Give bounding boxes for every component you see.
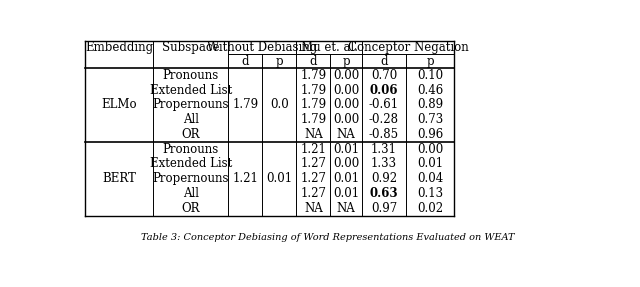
Text: 0.00: 0.00 xyxy=(333,84,359,97)
Text: 0.01: 0.01 xyxy=(333,187,359,200)
Text: 1.27: 1.27 xyxy=(300,158,326,170)
Text: 0.00: 0.00 xyxy=(333,98,359,111)
Text: Subspace: Subspace xyxy=(162,41,220,54)
Text: 1.27: 1.27 xyxy=(300,187,326,200)
Text: All: All xyxy=(182,113,198,126)
Text: 0.97: 0.97 xyxy=(371,202,397,215)
Text: NA: NA xyxy=(337,128,356,141)
Text: d: d xyxy=(380,55,388,68)
Text: 0.10: 0.10 xyxy=(417,69,443,82)
Text: 0.04: 0.04 xyxy=(417,172,444,185)
Text: 0.01: 0.01 xyxy=(417,158,443,170)
Text: 0.92: 0.92 xyxy=(371,172,397,185)
Text: d: d xyxy=(310,55,317,68)
Text: 0.00: 0.00 xyxy=(333,69,359,82)
Text: Extended List: Extended List xyxy=(150,84,232,97)
Text: -0.61: -0.61 xyxy=(369,98,399,111)
Text: Embedding: Embedding xyxy=(85,41,153,54)
Text: 1.31: 1.31 xyxy=(371,143,397,156)
Text: 0.00: 0.00 xyxy=(333,113,359,126)
Text: 0.00: 0.00 xyxy=(417,143,444,156)
Text: 1.33: 1.33 xyxy=(371,158,397,170)
Text: Pronouns: Pronouns xyxy=(163,69,219,82)
Text: Pronouns: Pronouns xyxy=(163,143,219,156)
Text: 0.73: 0.73 xyxy=(417,113,444,126)
Text: 0.46: 0.46 xyxy=(417,84,444,97)
Text: 1.21: 1.21 xyxy=(232,172,259,185)
Text: 1.79: 1.79 xyxy=(300,84,326,97)
Text: 0.01: 0.01 xyxy=(333,172,359,185)
Text: OR: OR xyxy=(181,128,200,141)
Text: -0.85: -0.85 xyxy=(369,128,399,141)
Text: 1.79: 1.79 xyxy=(300,69,326,82)
Text: ELMo: ELMo xyxy=(101,98,137,111)
Text: d: d xyxy=(242,55,249,68)
Text: Propernouns: Propernouns xyxy=(152,98,229,111)
Text: 0.96: 0.96 xyxy=(417,128,444,141)
Text: 0.06: 0.06 xyxy=(370,84,398,97)
Text: Without Debiasing: Without Debiasing xyxy=(207,41,317,54)
Text: NA: NA xyxy=(304,128,323,141)
Text: 0.01: 0.01 xyxy=(333,143,359,156)
Text: Propernouns: Propernouns xyxy=(152,172,229,185)
Text: p: p xyxy=(426,55,434,68)
Text: 0.70: 0.70 xyxy=(371,69,397,82)
Text: 0.13: 0.13 xyxy=(417,187,443,200)
Text: NA: NA xyxy=(304,202,323,215)
Text: 0.02: 0.02 xyxy=(417,202,443,215)
Text: Conceptor Negation: Conceptor Negation xyxy=(348,41,468,54)
Text: BERT: BERT xyxy=(102,172,136,185)
Text: Table 3: Conceptor Debiasing of Word Representations Evaluated on WEAT: Table 3: Conceptor Debiasing of Word Rep… xyxy=(141,233,515,242)
Text: NA: NA xyxy=(337,202,356,215)
Text: 1.27: 1.27 xyxy=(300,172,326,185)
Text: 1.79: 1.79 xyxy=(232,98,259,111)
Text: 0.01: 0.01 xyxy=(266,172,292,185)
Text: 0.00: 0.00 xyxy=(333,158,359,170)
Text: All: All xyxy=(182,187,198,200)
Text: 0.0: 0.0 xyxy=(270,98,289,111)
Text: 1.79: 1.79 xyxy=(300,113,326,126)
Text: -0.28: -0.28 xyxy=(369,113,399,126)
Text: 1.79: 1.79 xyxy=(300,98,326,111)
Text: p: p xyxy=(276,55,284,68)
Text: Extended List: Extended List xyxy=(150,158,232,170)
Text: 0.89: 0.89 xyxy=(417,98,443,111)
Text: 0.63: 0.63 xyxy=(369,187,398,200)
Text: 1.21: 1.21 xyxy=(301,143,326,156)
Text: OR: OR xyxy=(181,202,200,215)
Text: Mu et. al.: Mu et. al. xyxy=(301,41,358,54)
Text: p: p xyxy=(342,55,350,68)
